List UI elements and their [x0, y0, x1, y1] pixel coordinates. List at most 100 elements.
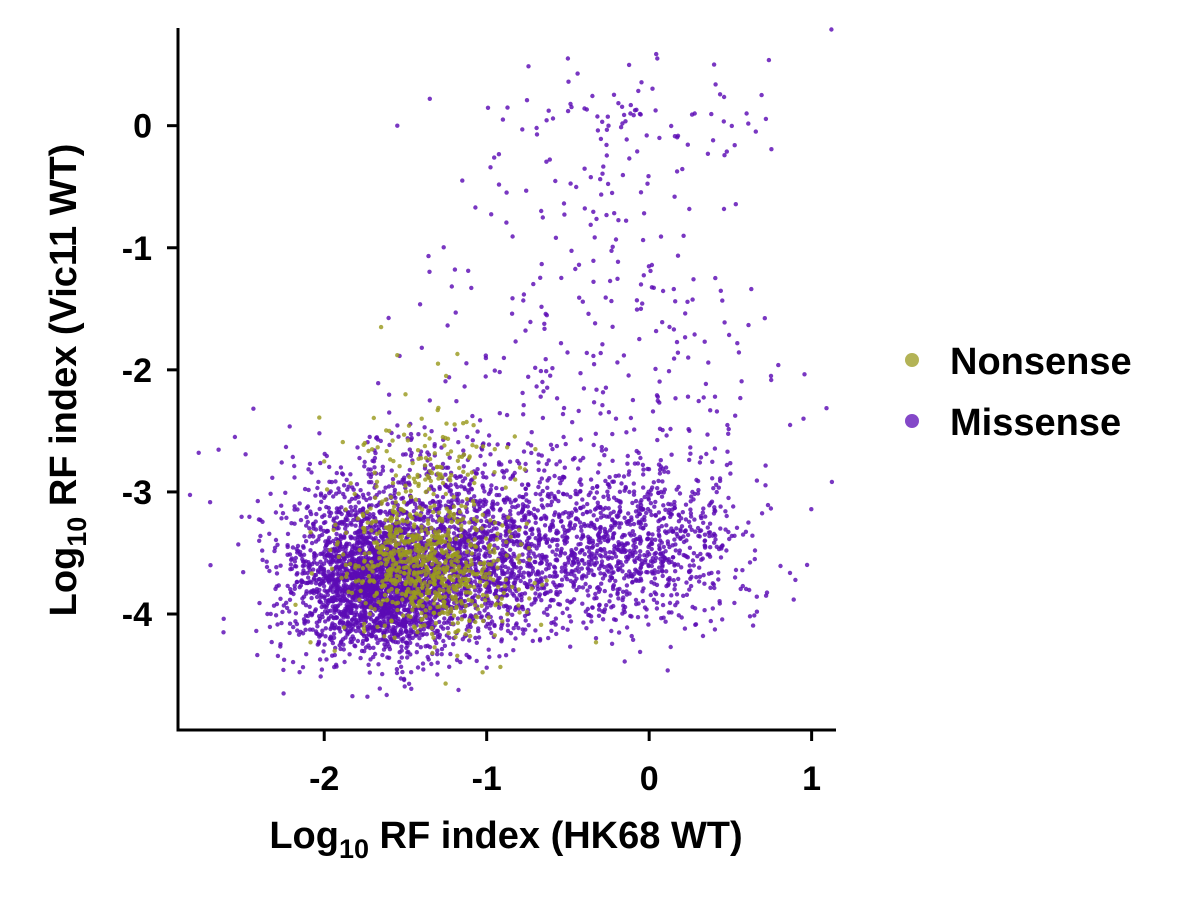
data-point	[687, 587, 692, 592]
data-point	[494, 588, 499, 593]
data-point	[658, 464, 663, 469]
data-point	[641, 467, 646, 472]
data-point	[376, 662, 381, 667]
data-point	[304, 514, 309, 520]
data-point	[560, 534, 565, 539]
data-point	[562, 465, 567, 470]
data-point	[688, 583, 694, 589]
data-point	[336, 564, 341, 569]
data-point	[360, 638, 366, 644]
data-point	[279, 460, 284, 465]
data-point	[545, 485, 550, 490]
data-point	[331, 494, 336, 499]
data-point	[692, 491, 697, 497]
data-point	[362, 459, 367, 465]
data-point	[610, 479, 615, 484]
data-point	[505, 618, 510, 623]
data-point	[433, 586, 438, 591]
data-point	[383, 614, 388, 619]
data-point	[521, 570, 527, 575]
data-point	[472, 507, 477, 513]
data-point	[321, 649, 326, 654]
data-point	[345, 599, 351, 604]
data-point	[519, 591, 525, 597]
data-point	[653, 550, 659, 556]
data-point	[460, 499, 465, 504]
data-point	[523, 618, 528, 623]
data-point	[637, 534, 643, 540]
data-point	[273, 510, 279, 515]
data-point	[651, 480, 656, 485]
data-point	[465, 434, 470, 440]
data-point	[527, 564, 532, 569]
data-point	[461, 464, 466, 469]
data-point	[437, 499, 443, 504]
data-point	[295, 548, 301, 554]
data-point	[521, 631, 526, 636]
data-point	[597, 525, 603, 530]
data-point	[269, 639, 274, 645]
data-point	[569, 510, 575, 515]
data-point	[624, 430, 629, 435]
data-point	[303, 627, 308, 632]
data-point	[657, 471, 663, 476]
data-point	[530, 531, 535, 537]
data-point	[683, 517, 689, 522]
data-point	[334, 515, 340, 520]
data-point	[701, 395, 706, 400]
data-point	[648, 492, 653, 497]
data-point	[289, 556, 295, 561]
data-point	[351, 487, 356, 492]
data-point	[487, 589, 493, 595]
data-point	[488, 452, 493, 457]
data-point	[573, 546, 579, 551]
data-point	[809, 507, 814, 512]
data-point	[642, 553, 647, 558]
data-point	[696, 398, 701, 404]
data-point	[460, 479, 465, 484]
data-point	[327, 464, 332, 470]
data-point	[703, 514, 708, 519]
data-point	[366, 662, 371, 667]
data-point	[649, 537, 654, 542]
data-point	[324, 529, 329, 534]
data-point	[516, 532, 521, 537]
data-point	[649, 563, 654, 569]
data-point	[689, 527, 694, 532]
data-point	[385, 606, 391, 612]
data-point	[519, 518, 525, 523]
data-point	[580, 558, 585, 563]
data-point	[408, 640, 413, 645]
data-point	[317, 506, 322, 512]
data-point	[538, 577, 543, 582]
data-point	[456, 491, 462, 497]
data-point	[652, 571, 657, 576]
data-point	[743, 529, 749, 534]
data-point	[687, 563, 692, 568]
data-point	[574, 534, 580, 539]
data-point	[513, 622, 519, 628]
data-point	[363, 592, 369, 597]
data-point	[588, 562, 593, 567]
data-point	[567, 614, 572, 619]
data-point	[702, 532, 708, 537]
data-point	[582, 552, 587, 557]
data-point	[494, 492, 499, 498]
data-point	[637, 649, 643, 655]
data-point	[612, 531, 617, 536]
data-point	[702, 545, 708, 550]
data-point	[666, 470, 671, 475]
data-point	[355, 575, 360, 580]
data-point	[301, 545, 306, 550]
data-point	[499, 462, 504, 467]
data-point	[660, 479, 665, 484]
data-point	[441, 525, 447, 530]
data-point	[555, 537, 560, 543]
data-point	[611, 495, 617, 500]
data-point	[432, 615, 438, 620]
data-point	[504, 468, 509, 473]
data-point	[325, 539, 330, 545]
data-point	[686, 519, 692, 524]
data-point	[551, 620, 556, 625]
data-point	[591, 572, 597, 578]
